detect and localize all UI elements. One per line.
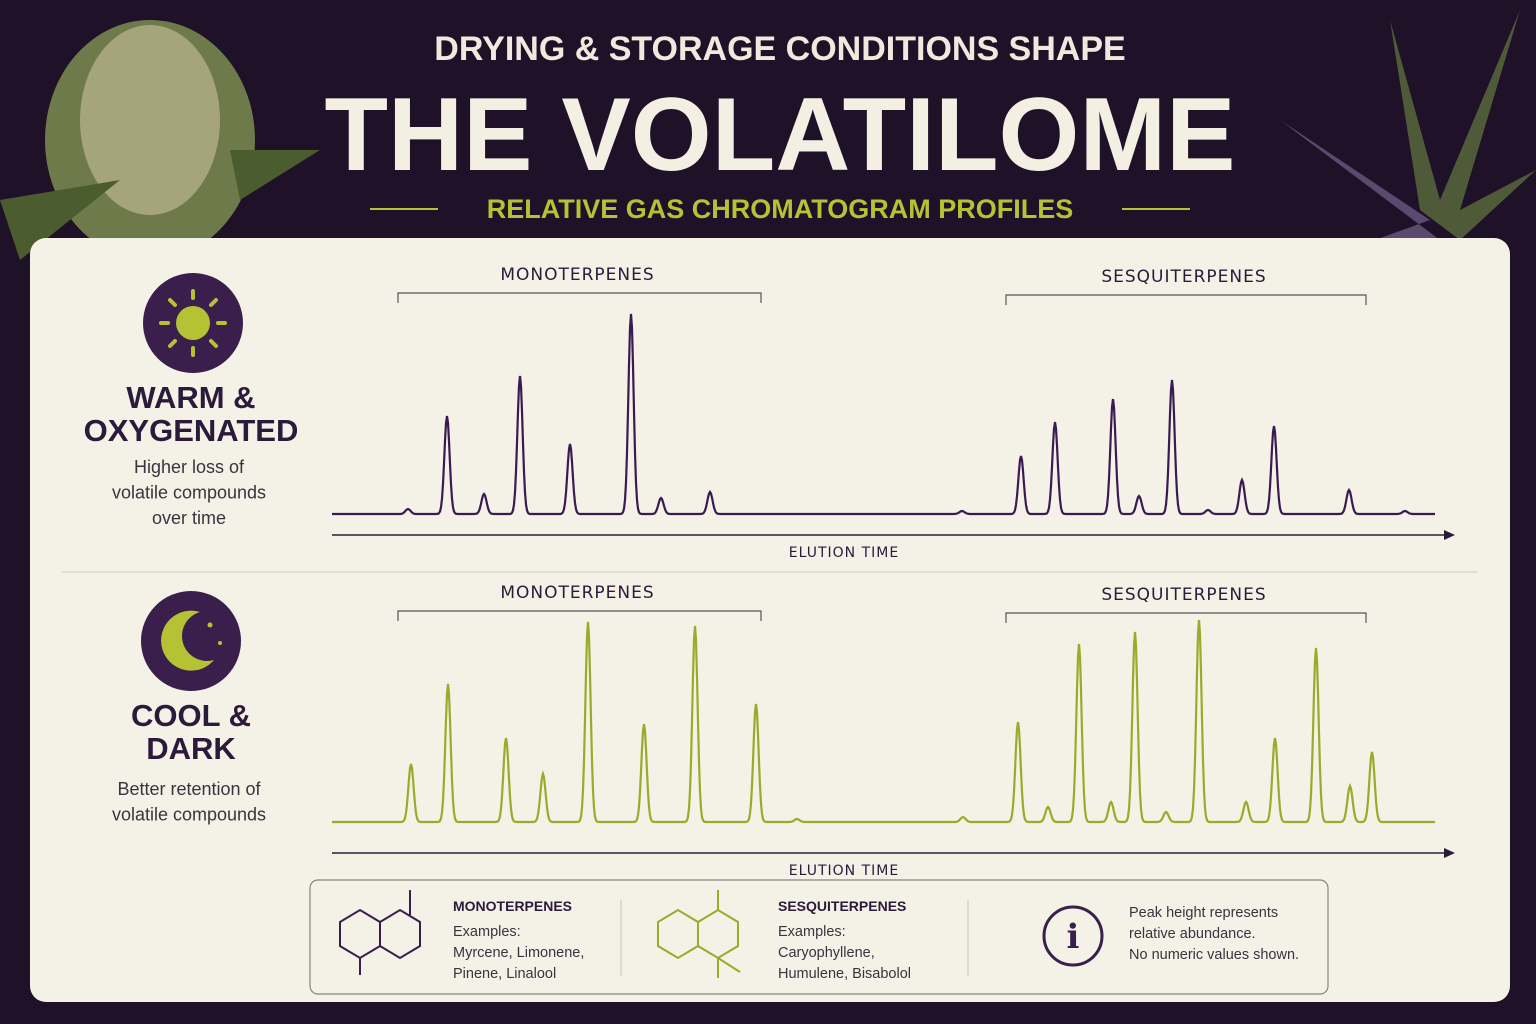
axis-arrow [1444,530,1455,540]
subtitle: RELATIVE GAS CHROMATOGRAM PROFILES [487,194,1074,224]
note-text: relative abundance. [1129,926,1256,942]
group-label: MONOTERPENES [500,583,654,603]
axis-arrow [1444,848,1455,858]
note-text: Peak height represents [1129,905,1278,921]
group-label: MONOTERPENES [500,265,654,285]
bud-decoration [0,10,1536,260]
group-label: SESQUITERPENES [1101,585,1266,605]
moon-icon [141,591,241,691]
legend-text: Pinene, Linalool [453,966,556,982]
note-text: No numeric values shown. [1129,947,1299,963]
group-bracket [397,292,762,303]
group-bracket [1005,294,1367,305]
condition-title: DARK [146,731,236,766]
legend-title: MONOTERPENES [453,898,572,914]
x-axis-label: ELUTION TIME [789,545,899,561]
legend-text: Caryophyllene, [778,945,875,961]
chromatogram-trace [332,619,1435,824]
legend-title: SESQUITERPENES [778,898,906,914]
content-panel [30,238,1510,1002]
legend-text: Examples: [453,924,521,940]
condition-description: Higher loss of [134,457,245,477]
x-axis-label: ELUTION TIME [789,863,899,879]
chromatogram-trace [332,313,1435,516]
group-bracket [1005,612,1367,623]
sun-icon [143,273,243,373]
condition-description: over time [152,508,226,528]
group-bracket [397,610,762,621]
condition-title: OXYGENATED [84,413,299,448]
legend-text: Humulene, Bisabolol [778,966,911,982]
condition-title: COOL & [131,698,251,733]
title: THE VOLATILOME [325,77,1236,193]
legend-text: Examples: [778,924,846,940]
condition-description: volatile compounds [112,483,266,503]
legend-box: i [309,879,1329,995]
group-label: SESQUITERPENES [1101,267,1266,287]
svg-text:i: i [1067,917,1080,957]
condition-description: volatile compounds [112,805,266,825]
condition-title: WARM & [126,380,255,415]
kicker: DRYING & STORAGE CONDITIONS SHAPE [434,30,1125,68]
legend-text: Myrcene, Limonene, [453,945,584,961]
condition-description: Better retention of [117,779,261,799]
